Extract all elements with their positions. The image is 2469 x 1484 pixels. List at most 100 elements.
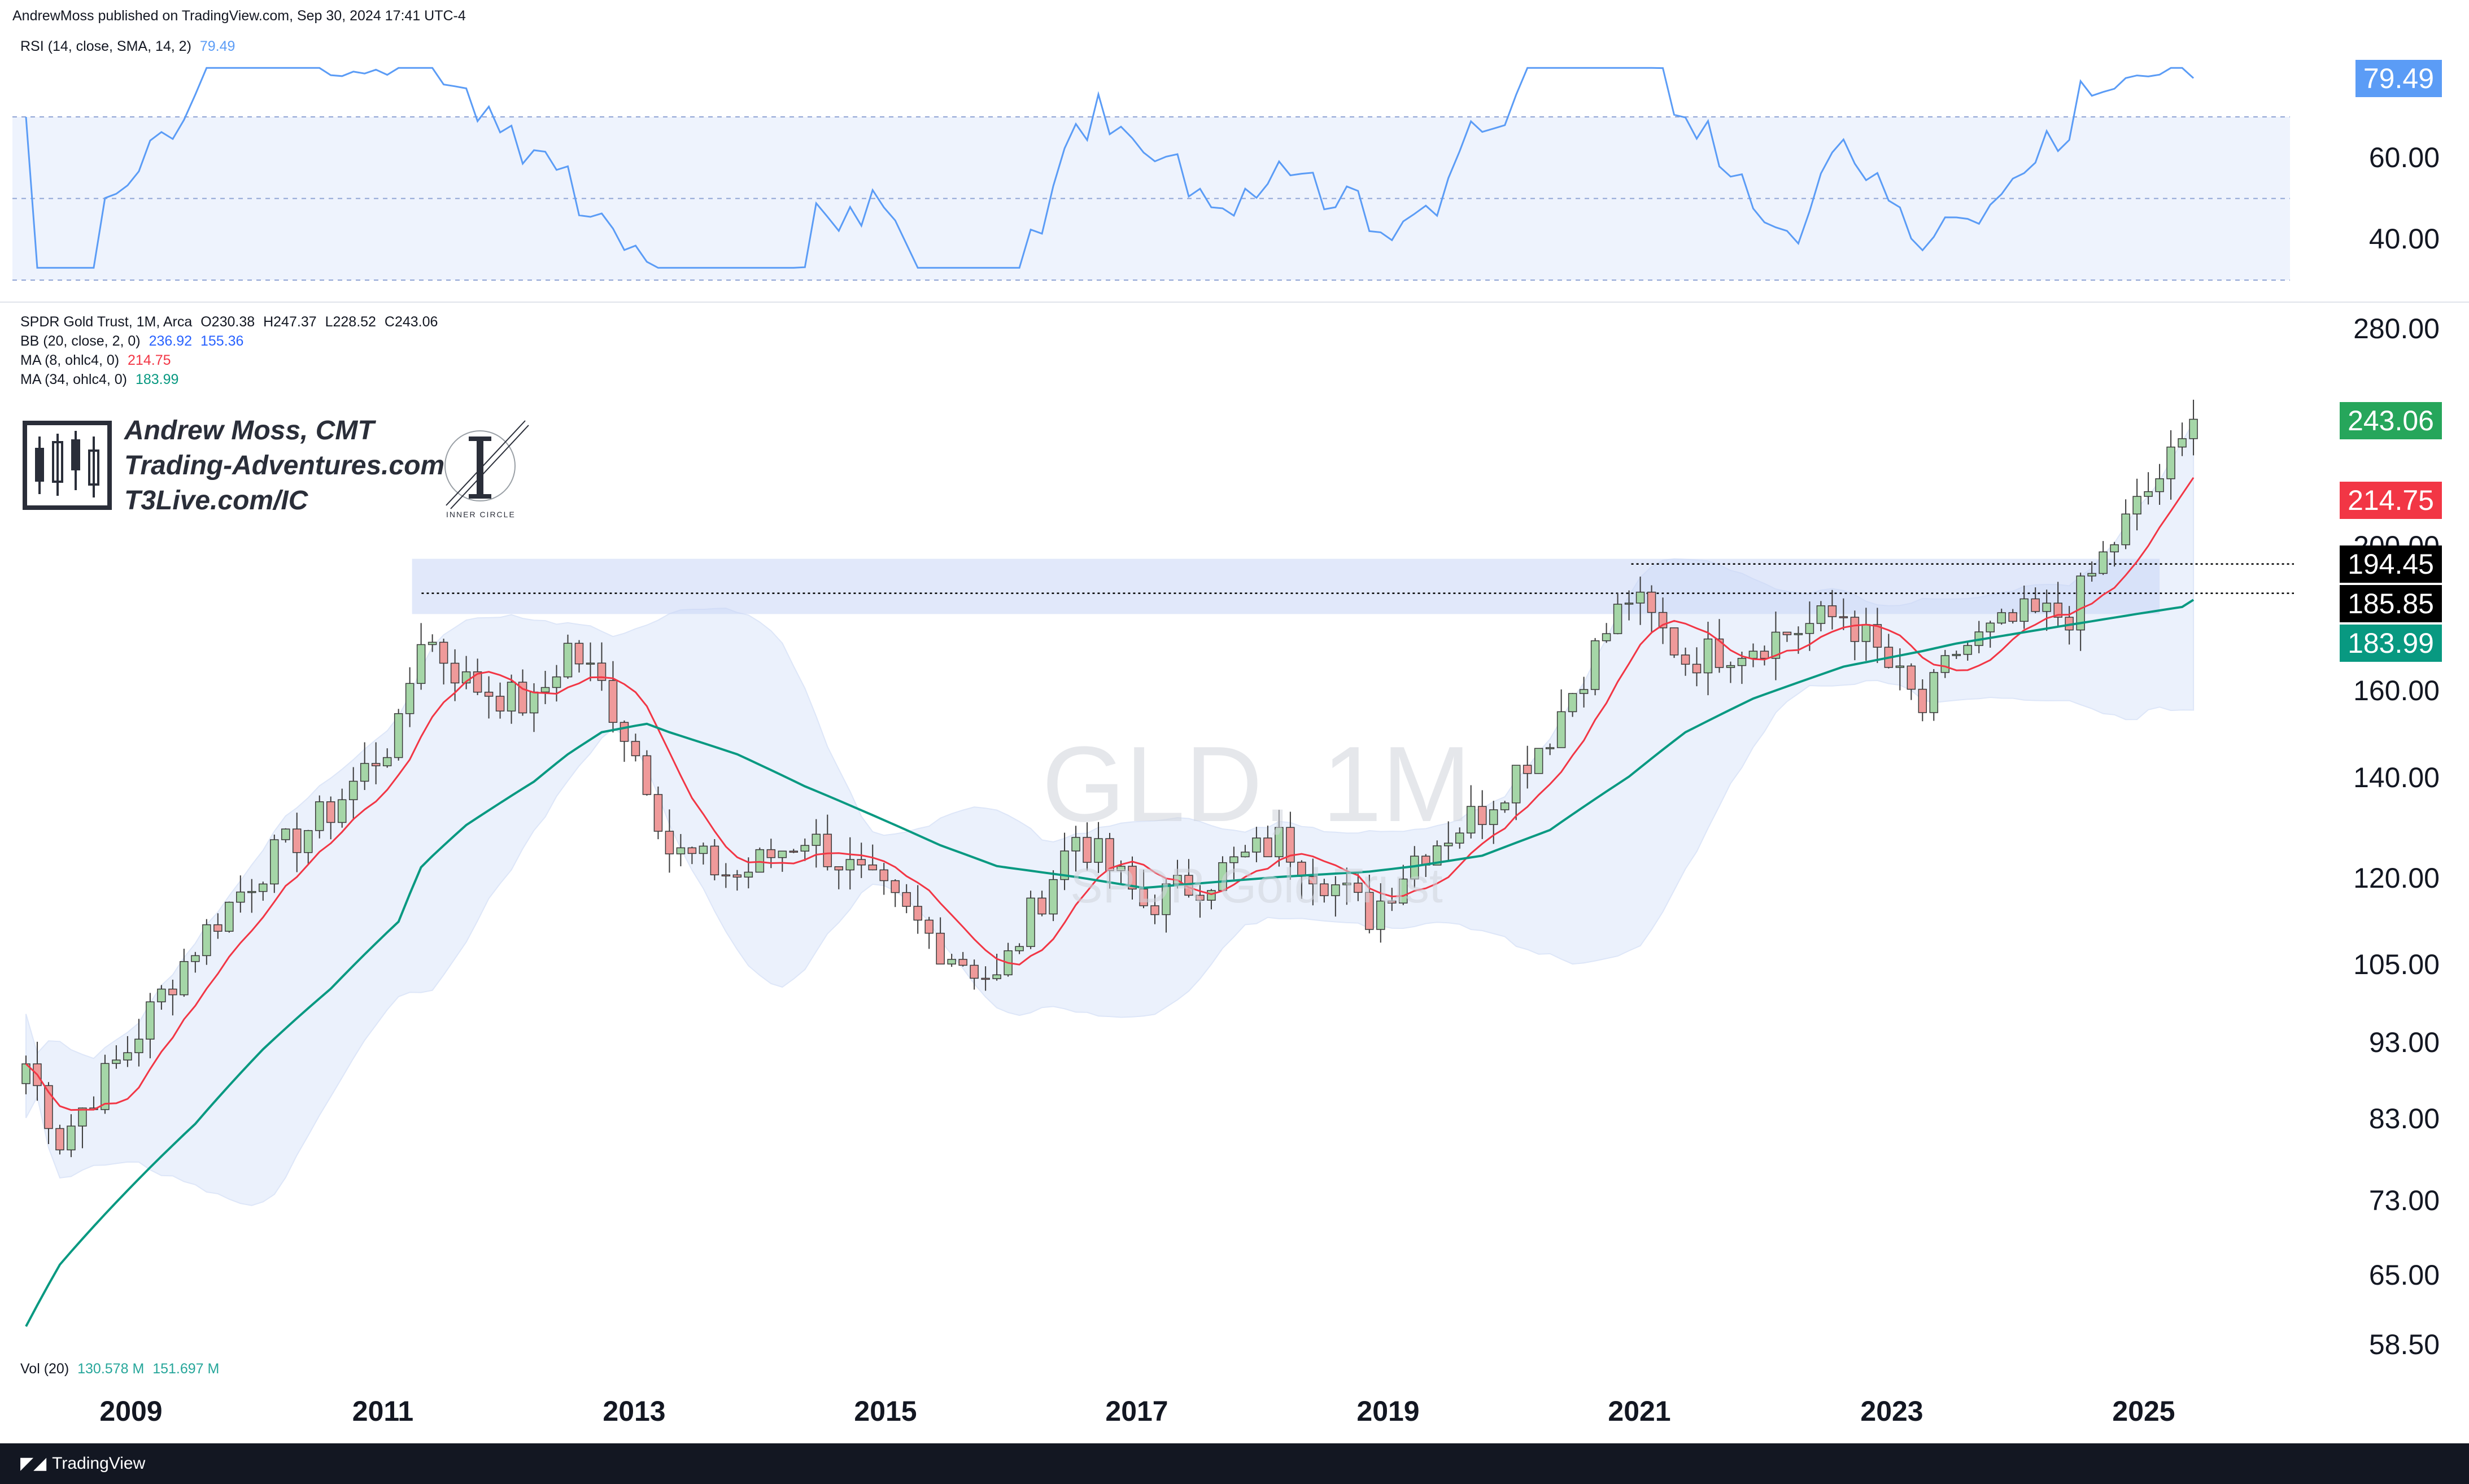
candle-down — [608, 680, 618, 723]
candle-down — [721, 874, 731, 877]
rsi-line — [25, 67, 2195, 269]
candle-down — [55, 1128, 64, 1151]
price-axis-120: 120.00 — [2353, 862, 2440, 894]
candle-up — [1816, 605, 1826, 624]
ma8-legend[interactable]: MA (8, ohlc4, 0) 214.75 — [20, 352, 171, 369]
candle-down — [631, 741, 640, 757]
x-tick-2021: 2021 — [1608, 1395, 1671, 1427]
rsi-axis-60: 60.00 — [2368, 142, 2440, 173]
candle-up — [1511, 765, 1521, 804]
candle-up — [1794, 633, 1803, 635]
candle-down — [823, 833, 832, 867]
candle-up — [315, 801, 324, 831]
rsi-legend[interactable]: RSI (14, close, SMA, 14, 2) 79.49 — [20, 38, 235, 55]
candle-down — [891, 880, 900, 893]
candle-up — [1579, 689, 1589, 694]
price-axis-73: 73.00 — [2368, 1185, 2440, 1216]
price-axis-140: 140.00 — [2353, 762, 2440, 793]
candle-down — [1263, 837, 1272, 857]
candle-down — [1647, 591, 1656, 613]
price-axis-83: 83.00 — [2368, 1103, 2440, 1134]
candle-up — [1997, 612, 2006, 624]
ohlc-high: H247.37 — [263, 314, 317, 330]
candle-up — [540, 687, 550, 693]
candle-up — [586, 662, 595, 665]
candle-up — [1963, 645, 1973, 655]
price-axis-280: 280.00 — [2353, 313, 2440, 344]
candle-down — [450, 662, 460, 684]
candle-up — [2110, 544, 2119, 553]
candle-up — [1466, 806, 1476, 833]
candle-down — [653, 794, 663, 832]
candle-up — [1331, 884, 1340, 896]
candle-up — [360, 763, 369, 782]
candle-down — [1365, 892, 1374, 930]
candle-up — [1162, 883, 1171, 915]
candle-down — [213, 924, 223, 932]
candle-up — [529, 691, 539, 714]
candle-up — [1952, 654, 1961, 656]
candle-down — [2008, 612, 2017, 622]
candle-up — [123, 1052, 132, 1060]
candle-up — [2019, 598, 2029, 622]
candle-down — [913, 906, 922, 921]
candle-up — [1071, 837, 1080, 852]
candle-up — [1094, 838, 1103, 863]
candle-down — [642, 755, 652, 795]
candle-down — [473, 671, 482, 693]
candle-up — [416, 644, 426, 684]
candle-up — [1116, 866, 1126, 871]
candle-up — [2099, 551, 2108, 574]
ohlc-high-label: H — [263, 314, 274, 330]
candle-up — [2121, 513, 2130, 545]
candlestick-logo — [23, 421, 112, 510]
candle-down — [789, 850, 799, 853]
symbol-legend[interactable]: SPDR Gold Trust, 1M, Arca O230.38 H247.3… — [20, 314, 438, 330]
candle-up — [1229, 856, 1238, 863]
volume-value-2: 151.697 M — [152, 1361, 220, 1377]
level-194-badge: 194.45 — [2340, 545, 2442, 583]
candle-down — [1083, 837, 1092, 863]
candle-down — [981, 977, 990, 980]
candle-up — [845, 859, 855, 871]
candle-down — [834, 866, 844, 871]
x-tick-2015: 2015 — [854, 1395, 917, 1427]
candle-up — [2042, 603, 2051, 612]
candle-up — [112, 1059, 121, 1064]
candle-up — [744, 871, 753, 878]
candle-up — [247, 891, 256, 893]
ma34-legend[interactable]: MA (34, ohlc4, 0) 183.99 — [20, 372, 178, 388]
candle-up — [1805, 623, 1814, 634]
candle-up — [1861, 624, 1871, 642]
candle-down — [2053, 603, 2062, 618]
candle-down — [1139, 888, 1148, 906]
candle-up — [382, 757, 392, 766]
candle-down — [857, 859, 866, 866]
bb-legend[interactable]: BB (20, close, 2, 0) 236.92 155.36 — [20, 333, 243, 350]
candle-down — [484, 691, 494, 697]
volume-legend[interactable]: Vol (20) 130.578 M 151.697 M — [20, 1361, 219, 1377]
candle-up — [1635, 591, 1645, 604]
x-tick-2009: 2009 — [99, 1395, 163, 1427]
candle-up — [1455, 832, 1464, 844]
price-axis-160: 160.00 — [2353, 675, 2440, 706]
tradingview-logo-icon: ◤◢ — [20, 1454, 47, 1473]
candle-down — [1760, 651, 1769, 659]
candle-up — [1399, 878, 1408, 904]
candle-up — [1500, 802, 1510, 810]
candle-down — [1850, 617, 1860, 642]
candle-down — [665, 831, 674, 854]
x-tick-2023: 2023 — [1860, 1395, 1923, 1427]
candle-up — [2087, 573, 2096, 577]
candle-up — [270, 839, 279, 885]
rsi-plot — [12, 67, 2290, 281]
ohlc-low: L228.52 — [325, 314, 376, 330]
last-price-badge: 243.06 — [2340, 402, 2442, 439]
candle-down — [936, 932, 945, 964]
footer-brand[interactable]: ◤◢ TradingView — [20, 1454, 145, 1473]
ma8-legend-label: MA (8, ohlc4, 0) — [20, 352, 120, 368]
candle-up — [78, 1107, 87, 1127]
candle-up — [1252, 837, 1261, 853]
candle-up — [1342, 883, 1351, 885]
